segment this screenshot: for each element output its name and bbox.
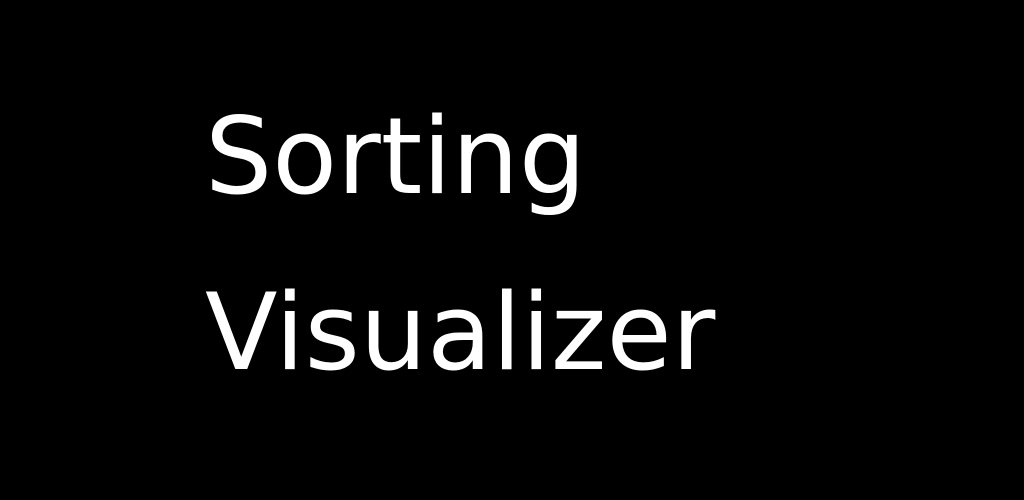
title-line-sorting: Sorting: [205, 95, 587, 218]
title-line-visualizer: Visualizer: [205, 271, 716, 394]
